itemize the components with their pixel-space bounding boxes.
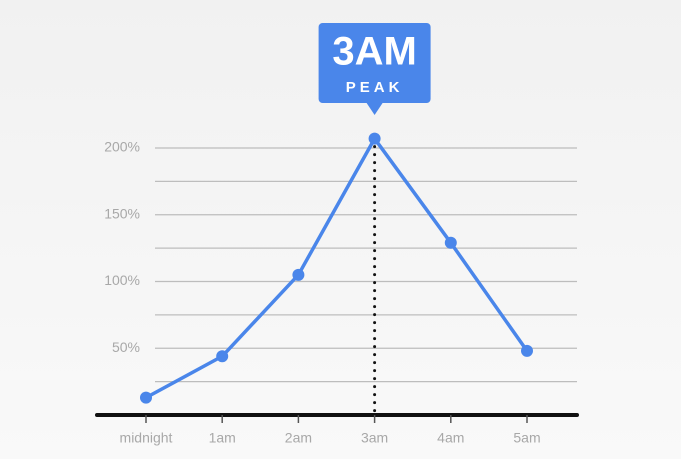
y-tick-label: 200% (104, 139, 140, 155)
point (216, 350, 229, 363)
point (521, 344, 533, 357)
x-tick-label: 2am (285, 430, 312, 446)
x-tick-label: 3am (361, 430, 388, 446)
x-tick-label: 4am (437, 430, 464, 446)
point (140, 391, 152, 404)
x-tick-label: 5am (513, 430, 540, 446)
line (145, 136, 529, 400)
y-tick-label: 50% (112, 339, 140, 355)
callout (318, 23, 431, 115)
callout-subtitle: PEAK (346, 79, 404, 96)
point (292, 268, 305, 281)
point (368, 132, 381, 145)
x-tick-label: midnight (120, 430, 173, 446)
y-tick-label: 150% (104, 205, 140, 221)
x-tick-label: 1am (209, 430, 236, 446)
callout-title: 3AM (332, 30, 416, 74)
y-tick-label: 100% (104, 272, 140, 288)
point (444, 236, 457, 249)
